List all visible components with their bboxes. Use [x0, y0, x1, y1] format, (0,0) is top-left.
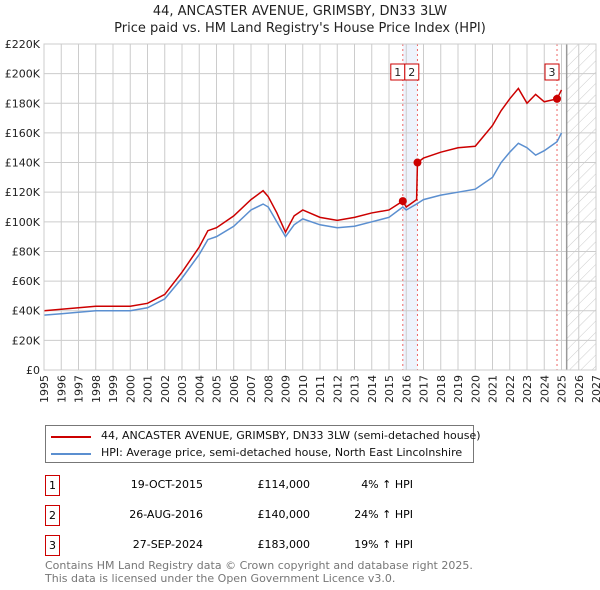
x-tick-label: 2023	[521, 375, 534, 403]
sale-row: 3 27-SEP-2024 £183,000 19% ↑ HPI	[45, 535, 465, 556]
y-tick-label: £220K	[5, 38, 41, 51]
y-tick-label: £180K	[5, 97, 41, 110]
x-tick-label: 2010	[297, 375, 310, 403]
x-tick-label: 2026	[573, 375, 586, 403]
forecast-hatch	[566, 44, 596, 370]
x-tick-label: 2019	[452, 375, 465, 403]
legend-swatch-hpi	[51, 453, 91, 455]
series-line	[43, 87, 563, 312]
sale-number: 3	[45, 535, 60, 556]
y-tick-label: £40K	[12, 305, 41, 318]
legend: 44, ANCASTER AVENUE, GRIMSBY, DN33 3LW (…	[45, 425, 481, 463]
sale-number: 1	[45, 475, 60, 496]
x-tick-label: 2003	[176, 375, 189, 403]
x-tick-label: 2007	[245, 375, 258, 403]
sale-price: £140,000	[257, 508, 311, 521]
y-tick-label: £100K	[5, 216, 41, 229]
y-tick-label: £120K	[5, 186, 41, 199]
y-tick-label: £60K	[12, 275, 41, 288]
sale-row: 2 26-AUG-2016 £140,000 24% ↑ HPI	[45, 505, 465, 526]
legend-swatch-property	[51, 436, 91, 438]
sale-row: 1 19-OCT-2015 £114,000 4% ↑ HPI	[45, 475, 465, 496]
legend-label: HPI: Average price, semi-detached house,…	[101, 446, 463, 459]
plot-area: 1995 1996 1997 1998 1999 2000 2001 2002 2003 2004…	[5, 38, 600, 403]
footer: Contains HM Land Registry data © Crown c…	[45, 559, 473, 585]
sale-point	[413, 158, 422, 167]
x-tick-label: 2002	[159, 375, 172, 403]
footer-line: This data is licensed under the Open Gov…	[45, 572, 396, 585]
sale-hpi: 19% ↑ HPI	[354, 538, 413, 551]
y-tick-label: £80K	[12, 245, 41, 258]
legend-label: 44, ANCASTER AVENUE, GRIMSBY, DN33 3LW (…	[101, 429, 481, 442]
footer-line: Contains HM Land Registry data © Crown c…	[45, 559, 473, 572]
x-tick-label: 1995	[38, 375, 51, 403]
x-tick-label: 2018	[435, 375, 448, 403]
x-tick-label: 2000	[124, 375, 137, 403]
x-tick-label: 2004	[193, 375, 206, 403]
x-tick-label: 2014	[366, 375, 379, 403]
x-tick-label: 2006	[228, 375, 241, 403]
y-tick-label: £20K	[12, 334, 41, 347]
series-line	[43, 132, 563, 316]
sale-label: 1	[394, 66, 401, 79]
x-tick-label: 2012	[331, 375, 344, 403]
sale-hpi: 24% ↑ HPI	[354, 508, 413, 521]
y-tick-label: £140K	[5, 157, 41, 170]
sale-price: £114,000	[257, 478, 311, 491]
x-tick-label: 2027	[590, 375, 600, 403]
x-tick-label: 2024	[538, 375, 551, 403]
sale-price: £183,000	[257, 538, 311, 551]
x-tick-label: 2022	[504, 375, 517, 403]
sale-label-box	[404, 63, 420, 81]
x-tick-label: 2025	[556, 375, 569, 403]
sale-number: 2	[45, 505, 60, 526]
plot-border	[43, 43, 597, 371]
sale-label: 3	[549, 66, 556, 79]
x-tick-label: 1996	[55, 375, 68, 403]
sale-date: 19-OCT-2015	[130, 478, 203, 491]
x-tick-label: 2021	[487, 375, 500, 403]
x-tick-label: 2017	[418, 375, 431, 403]
x-tick-label: 2009	[280, 375, 293, 403]
y-tick-label: £160K	[5, 127, 41, 140]
x-tick-label: 2008	[262, 375, 275, 403]
y-tick-label: £0	[26, 364, 40, 377]
chart-subtitle: Price paid vs. HM Land Registry's House …	[114, 21, 486, 36]
sale-label-box	[544, 63, 560, 81]
x-tick-label: 2001	[142, 375, 155, 403]
x-tick-label: 1999	[107, 375, 120, 403]
sale-date: 27-SEP-2024	[132, 538, 203, 551]
x-tick-label: 2005	[211, 375, 224, 403]
sale-label: 2	[408, 66, 415, 79]
x-tick-label: 2020	[469, 375, 482, 403]
x-tick-label: 2016	[400, 375, 413, 403]
y-tick-label: £200K	[5, 68, 41, 81]
sale-point	[553, 94, 562, 103]
sale-point	[398, 197, 407, 206]
x-tick-label: 1997	[73, 375, 86, 403]
chart-title: 44, ANCASTER AVENUE, GRIMSBY, DN33 3LW	[152, 4, 448, 19]
x-tick-label: 1998	[90, 375, 103, 403]
x-tick-label: 2013	[349, 375, 362, 403]
sale-date: 26-AUG-2016	[129, 508, 203, 521]
x-tick-label: 2011	[314, 375, 327, 403]
sale-hpi: 4% ↑ HPI	[361, 478, 413, 491]
x-tick-label: 2015	[383, 375, 396, 403]
